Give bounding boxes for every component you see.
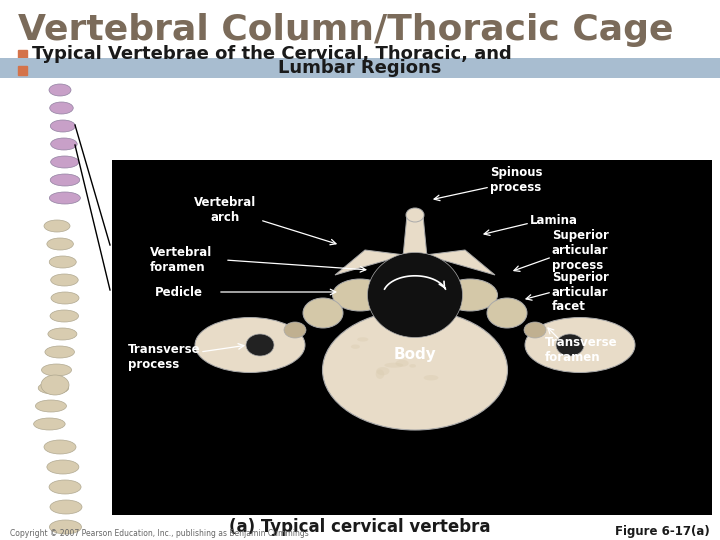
Ellipse shape (378, 343, 394, 347)
Ellipse shape (525, 318, 635, 373)
Bar (112, 160, 712, 515)
Text: Transverse
foramen: Transverse foramen (545, 336, 618, 364)
Ellipse shape (49, 84, 71, 96)
Ellipse shape (51, 292, 79, 304)
Bar (0, 58, 720, 78)
Ellipse shape (44, 440, 76, 454)
Text: Lumbar Regions: Lumbar Regions (279, 59, 441, 77)
Text: Superior
articular
process: Superior articular process (552, 228, 609, 272)
Ellipse shape (49, 256, 76, 268)
Ellipse shape (50, 174, 80, 186)
Text: Superior
articular
facet: Superior articular facet (552, 271, 609, 314)
Ellipse shape (48, 328, 77, 340)
Ellipse shape (284, 322, 306, 338)
Ellipse shape (487, 298, 527, 328)
Ellipse shape (50, 192, 81, 204)
Ellipse shape (49, 480, 81, 494)
Ellipse shape (246, 334, 274, 356)
Text: Vertebral
arch: Vertebral arch (194, 196, 256, 224)
FancyBboxPatch shape (18, 66, 27, 75)
Text: Transverse
process: Transverse process (128, 343, 201, 371)
Ellipse shape (41, 375, 69, 395)
Text: Vertebral Column/Thoracic Cage: Vertebral Column/Thoracic Cage (18, 13, 673, 47)
Ellipse shape (42, 364, 71, 376)
Ellipse shape (323, 310, 508, 430)
Text: Typical Vertebrae of the Cervical, Thoracic, and: Typical Vertebrae of the Cervical, Thora… (32, 45, 512, 63)
Ellipse shape (45, 346, 74, 358)
Ellipse shape (450, 333, 455, 340)
Ellipse shape (44, 220, 70, 232)
Ellipse shape (50, 500, 82, 514)
Ellipse shape (50, 120, 76, 132)
Polygon shape (425, 250, 495, 275)
Ellipse shape (303, 298, 343, 328)
Ellipse shape (556, 334, 584, 356)
Ellipse shape (357, 383, 377, 390)
Ellipse shape (47, 238, 73, 250)
Text: Body: Body (394, 348, 436, 362)
Polygon shape (403, 215, 427, 257)
Ellipse shape (50, 156, 78, 168)
Ellipse shape (35, 400, 66, 412)
Ellipse shape (333, 279, 387, 311)
Ellipse shape (50, 274, 78, 286)
Ellipse shape (38, 382, 68, 394)
Text: Spinous
process: Spinous process (490, 166, 542, 194)
FancyBboxPatch shape (18, 50, 27, 59)
Ellipse shape (50, 520, 81, 534)
Text: Vertebral
foramen: Vertebral foramen (150, 246, 212, 274)
Text: Copyright © 2007 Pearson Education, Inc., publishing as Benjamin Cummings: Copyright © 2007 Pearson Education, Inc.… (10, 529, 309, 538)
Ellipse shape (422, 399, 440, 402)
Ellipse shape (427, 350, 438, 354)
Polygon shape (335, 250, 405, 275)
Ellipse shape (195, 318, 305, 373)
Text: Pedicle: Pedicle (155, 286, 203, 299)
Ellipse shape (401, 385, 418, 390)
Ellipse shape (47, 460, 79, 474)
Text: Lamina: Lamina (530, 213, 578, 226)
Ellipse shape (443, 279, 498, 311)
Ellipse shape (50, 310, 78, 322)
Ellipse shape (395, 374, 402, 378)
Ellipse shape (50, 102, 73, 114)
Text: (a) Typical cervical vertebra: (a) Typical cervical vertebra (229, 518, 491, 536)
Ellipse shape (383, 352, 394, 355)
Ellipse shape (50, 138, 77, 150)
Ellipse shape (524, 322, 546, 338)
Ellipse shape (367, 253, 462, 338)
Ellipse shape (406, 208, 424, 222)
Text: Figure 6-17(a): Figure 6-17(a) (616, 525, 710, 538)
Ellipse shape (34, 418, 65, 430)
